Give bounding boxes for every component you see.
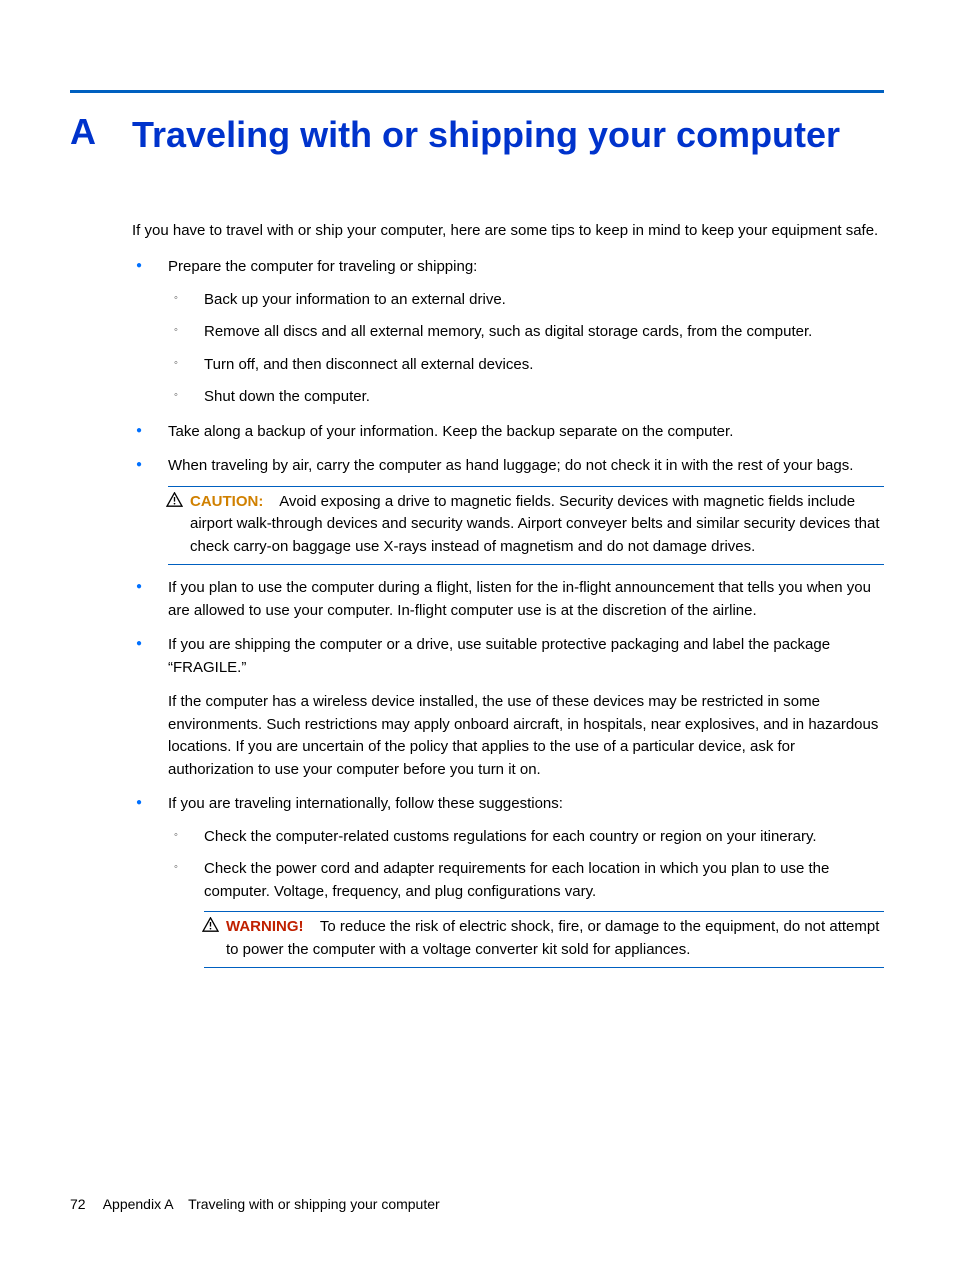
list-item: Prepare the computer for traveling or sh… xyxy=(132,256,884,409)
list-item-text: If you are shipping the computer or a dr… xyxy=(168,636,830,676)
footer-appendix-label: Appendix A xyxy=(103,1196,173,1212)
sub-list-item: Check the power cord and adapter require… xyxy=(168,858,884,968)
sub-item-text: Check the power cord and adapter require… xyxy=(204,860,829,900)
list-item: If you plan to use the computer during a… xyxy=(132,577,884,622)
warning-notice: WARNING! To reduce the risk of electric … xyxy=(204,911,884,968)
list-item: If you are shipping the computer or a dr… xyxy=(132,634,884,781)
appendix-letter: A xyxy=(70,111,132,153)
warning-body: To reduce the risk of electric shock, fi… xyxy=(226,918,879,958)
document-page: A Traveling with or shipping your comput… xyxy=(0,0,954,1270)
sub-list-item: Back up your information to an external … xyxy=(168,289,884,312)
page-number: 72 xyxy=(70,1196,86,1212)
sub-item-text: Check the computer-related customs regul… xyxy=(204,828,817,845)
sub-list-item: Remove all discs and all external memory… xyxy=(168,321,884,344)
warning-label: WARNING! xyxy=(226,918,304,935)
list-item-text: If you are traveling internationally, fo… xyxy=(168,795,563,812)
sub-list-item: Turn off, and then disconnect all extern… xyxy=(168,354,884,377)
sub-item-text: Back up your information to an external … xyxy=(204,291,506,308)
caution-body: Avoid exposing a drive to magnetic field… xyxy=(190,493,879,555)
caution-label: CAUTION: xyxy=(190,493,263,510)
warning-triangle-icon xyxy=(202,917,219,932)
list-item: When traveling by air, carry the compute… xyxy=(132,455,884,565)
list-item-text: Prepare the computer for traveling or sh… xyxy=(168,258,477,275)
content-area: If you have to travel with or ship your … xyxy=(132,220,884,969)
sub-list: Check the computer-related customs regul… xyxy=(168,826,884,969)
extra-paragraph: If the computer has a wireless device in… xyxy=(168,691,884,781)
list-item: Take along a backup of your information.… xyxy=(132,421,884,444)
top-rule xyxy=(70,90,884,93)
intro-paragraph: If you have to travel with or ship your … xyxy=(132,220,884,243)
page-heading: A Traveling with or shipping your comput… xyxy=(70,111,884,160)
sub-list-item: Check the computer-related customs regul… xyxy=(168,826,884,849)
sub-item-text: Remove all discs and all external memory… xyxy=(204,323,812,340)
sub-list: Back up your information to an external … xyxy=(168,289,884,409)
sub-item-text: Turn off, and then disconnect all extern… xyxy=(204,356,533,373)
list-item: If you are traveling internationally, fo… xyxy=(132,793,884,968)
caution-notice: CAUTION: Avoid exposing a drive to magne… xyxy=(168,486,884,566)
page-footer: 72 Appendix A Traveling with or shipping… xyxy=(70,1196,440,1212)
footer-appendix-title: Traveling with or shipping your computer xyxy=(188,1196,440,1212)
heading-title: Traveling with or shipping your computer xyxy=(132,111,840,160)
bullet-list: Prepare the computer for traveling or sh… xyxy=(132,256,884,968)
warning-triangle-icon xyxy=(166,492,183,507)
sub-list-item: Shut down the computer. xyxy=(168,386,884,409)
list-item-text: When traveling by air, carry the compute… xyxy=(168,457,853,474)
list-item-text: Take along a backup of your information.… xyxy=(168,423,733,440)
sub-item-text: Shut down the computer. xyxy=(204,388,370,405)
list-item-text: If you plan to use the computer during a… xyxy=(168,579,871,619)
